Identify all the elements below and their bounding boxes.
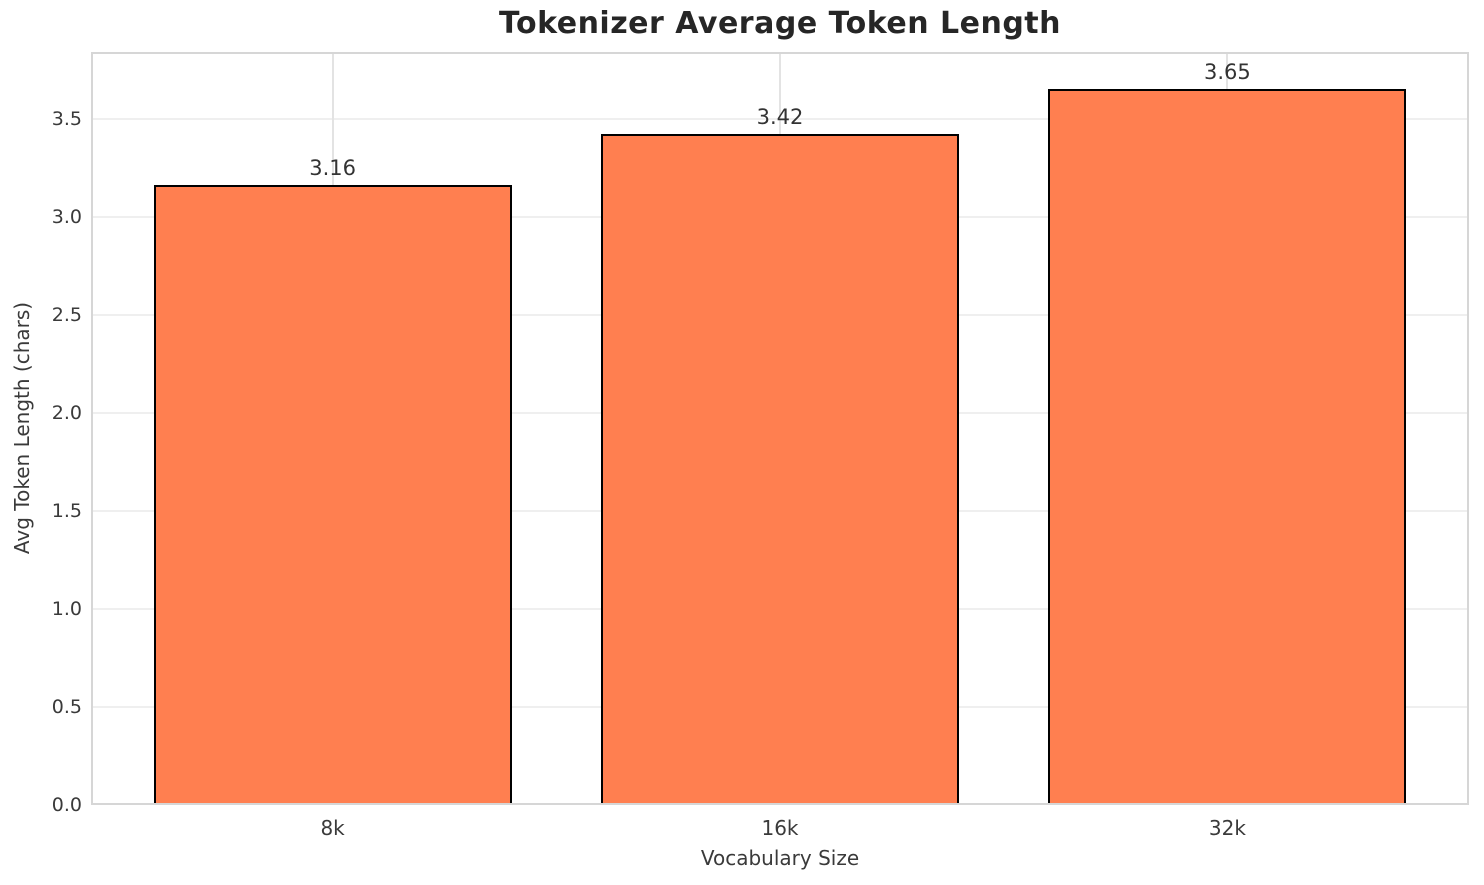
- y-tick-label: 1.5: [51, 499, 82, 522]
- y-tick-label: 2.0: [51, 401, 82, 424]
- bar-32k: [1048, 89, 1407, 805]
- bar-8k: [153, 185, 512, 805]
- y-tick-label: 2.5: [51, 303, 82, 326]
- x-axis-label: Vocabulary Size: [700, 846, 860, 870]
- x-tick-label: 8k: [320, 816, 345, 840]
- plot-area: 3.16 3.42 3.65: [91, 52, 1469, 805]
- x-axis-ticks: 8k 16k 32k: [91, 816, 1469, 846]
- bar-value-label: 3.65: [1204, 60, 1251, 85]
- y-axis-ticks: 0.0 0.5 1.0 1.5 2.0 2.5 3.0 3.5: [0, 52, 82, 816]
- x-tick-label: 16k: [761, 816, 799, 840]
- y-tick-label: 3.5: [51, 107, 82, 130]
- y-tick-label: 0.5: [51, 695, 82, 718]
- x-tick-label: 32k: [1208, 816, 1246, 840]
- bar-value-label: 3.16: [309, 156, 356, 181]
- chart-title: Tokenizer Average Token Length: [498, 6, 1061, 41]
- y-tick-label: 1.0: [51, 597, 82, 620]
- y-tick-label: 0.0: [51, 794, 82, 816]
- bar-value-label: 3.42: [756, 105, 804, 130]
- bar-16k: [601, 134, 959, 805]
- y-tick-label: 3.0: [51, 205, 82, 228]
